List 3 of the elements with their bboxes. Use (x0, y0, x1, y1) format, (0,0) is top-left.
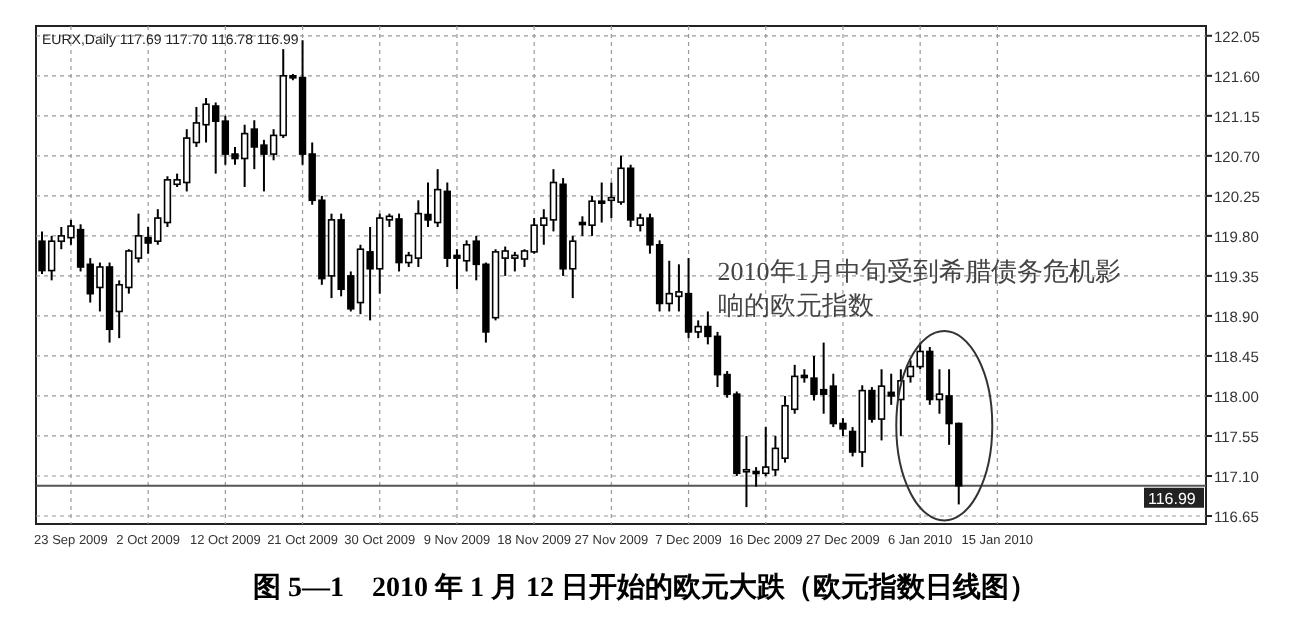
text: 图 5—1 2010 年 1 月 12 日开始的欧元大跌（欧元指数日线图） (253, 572, 1037, 604)
annotation: 2010年1月中旬受到希腊债务危机影响的欧元指数 (717, 256, 1121, 321)
ref-line-label: 116.99 (1148, 489, 1197, 508)
